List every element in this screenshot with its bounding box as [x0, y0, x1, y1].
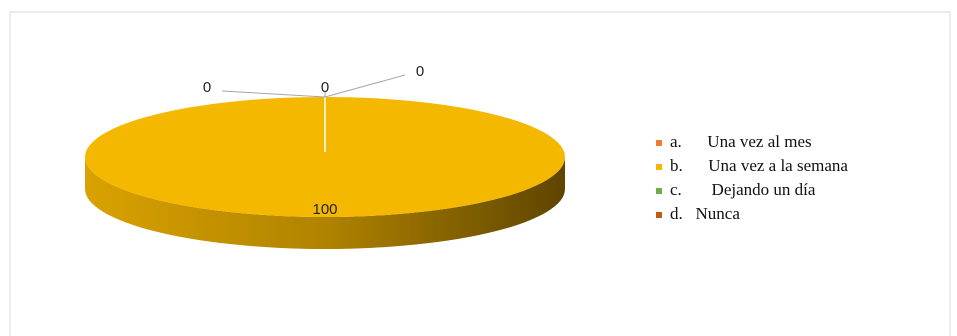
- legend-label: d. Nunca: [670, 204, 740, 223]
- legend-swatch: [656, 212, 662, 218]
- data-label: 0: [203, 79, 211, 96]
- data-label: 0: [416, 63, 424, 80]
- pie-side: [85, 157, 565, 249]
- data-label: 0: [321, 79, 329, 96]
- legend-swatch: [656, 164, 662, 170]
- legend-swatch: [656, 140, 662, 146]
- legend-label: a. Una vez al mes: [670, 132, 812, 151]
- leader-line: [221, 90, 326, 98]
- legend-swatch: [656, 188, 662, 194]
- data-label: 100: [312, 201, 337, 218]
- leader-line: [324, 74, 406, 98]
- pie-slice: [85, 97, 565, 217]
- legend-label: b. Una vez a la semana: [670, 156, 848, 175]
- legend-label: c. Dejando un día: [670, 180, 816, 199]
